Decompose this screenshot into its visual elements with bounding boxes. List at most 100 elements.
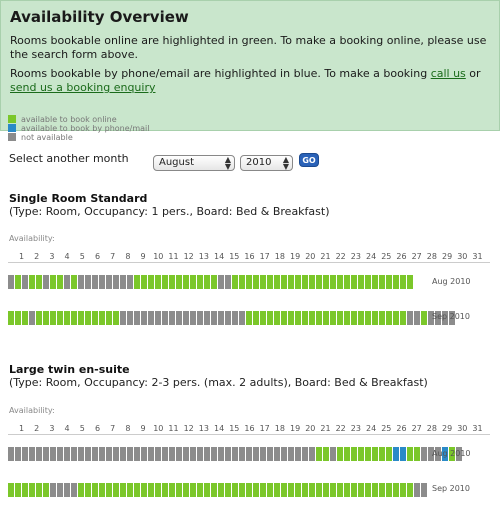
availability-cell[interactable] xyxy=(155,311,162,325)
availability-cell[interactable] xyxy=(288,311,295,325)
availability-cell[interactable] xyxy=(372,447,379,461)
availability-cell[interactable] xyxy=(232,275,239,289)
availability-cell[interactable] xyxy=(330,275,337,289)
availability-cell[interactable] xyxy=(162,483,169,497)
availability-cell[interactable] xyxy=(190,447,197,461)
availability-cell[interactable] xyxy=(57,483,64,497)
availability-cell[interactable] xyxy=(421,311,428,325)
availability-cell[interactable] xyxy=(358,483,365,497)
availability-cell[interactable] xyxy=(309,483,316,497)
availability-cell[interactable] xyxy=(246,483,253,497)
availability-cell[interactable] xyxy=(449,311,456,325)
availability-cell[interactable] xyxy=(134,447,141,461)
availability-cell[interactable] xyxy=(15,483,22,497)
availability-cell[interactable] xyxy=(197,311,204,325)
availability-cell[interactable] xyxy=(113,275,120,289)
availability-cell[interactable] xyxy=(148,311,155,325)
availability-cell[interactable] xyxy=(22,447,29,461)
availability-cell[interactable] xyxy=(358,447,365,461)
availability-cell[interactable] xyxy=(442,311,449,325)
availability-cell[interactable] xyxy=(169,447,176,461)
availability-cell[interactable] xyxy=(148,275,155,289)
availability-cell[interactable] xyxy=(288,275,295,289)
availability-cell[interactable] xyxy=(379,275,386,289)
year-select[interactable]: 2010 ▲ ▼ xyxy=(240,155,293,171)
availability-cell[interactable] xyxy=(169,483,176,497)
availability-cell[interactable] xyxy=(330,483,337,497)
availability-cell[interactable] xyxy=(239,275,246,289)
availability-cell[interactable] xyxy=(50,483,57,497)
availability-cell[interactable] xyxy=(36,275,43,289)
availability-cell[interactable] xyxy=(365,483,372,497)
availability-cell[interactable] xyxy=(295,275,302,289)
availability-cell[interactable] xyxy=(393,311,400,325)
availability-cell[interactable] xyxy=(435,311,442,325)
availability-cell[interactable] xyxy=(134,483,141,497)
availability-cell[interactable] xyxy=(78,447,85,461)
availability-cell[interactable] xyxy=(190,483,197,497)
availability-cell[interactable] xyxy=(148,483,155,497)
availability-cell[interactable] xyxy=(295,447,302,461)
availability-cell[interactable] xyxy=(372,311,379,325)
availability-cell[interactable] xyxy=(71,447,78,461)
availability-cell[interactable] xyxy=(351,275,358,289)
availability-cell[interactable] xyxy=(8,311,15,325)
availability-cell[interactable] xyxy=(379,447,386,461)
availability-cell[interactable] xyxy=(43,483,50,497)
availability-cell[interactable] xyxy=(386,447,393,461)
availability-cell[interactable] xyxy=(127,483,134,497)
availability-cell[interactable] xyxy=(127,311,134,325)
availability-cell[interactable] xyxy=(15,311,22,325)
availability-cell[interactable] xyxy=(141,483,148,497)
availability-cell[interactable] xyxy=(120,483,127,497)
availability-cell[interactable] xyxy=(358,311,365,325)
availability-cell[interactable] xyxy=(393,483,400,497)
availability-cell[interactable] xyxy=(50,311,57,325)
availability-cell[interactable] xyxy=(43,311,50,325)
availability-cell[interactable] xyxy=(64,311,71,325)
availability-cell[interactable] xyxy=(421,447,428,461)
availability-cell[interactable] xyxy=(8,483,15,497)
availability-cell[interactable] xyxy=(8,447,15,461)
availability-cell[interactable] xyxy=(211,447,218,461)
availability-cell[interactable] xyxy=(29,483,36,497)
availability-cell[interactable] xyxy=(302,483,309,497)
availability-cell[interactable] xyxy=(162,311,169,325)
availability-cell[interactable] xyxy=(85,311,92,325)
availability-cell[interactable] xyxy=(57,311,64,325)
availability-cell[interactable] xyxy=(22,275,29,289)
availability-cell[interactable] xyxy=(22,483,29,497)
availability-cell[interactable] xyxy=(92,275,99,289)
availability-cell[interactable] xyxy=(435,447,442,461)
availability-cell[interactable] xyxy=(29,311,36,325)
availability-cell[interactable] xyxy=(197,447,204,461)
availability-cell[interactable] xyxy=(22,311,29,325)
availability-cell[interactable] xyxy=(344,447,351,461)
availability-cell[interactable] xyxy=(225,447,232,461)
availability-cell[interactable] xyxy=(442,447,449,461)
availability-cell[interactable] xyxy=(281,311,288,325)
availability-cell[interactable] xyxy=(85,483,92,497)
go-button[interactable]: GO xyxy=(299,153,319,167)
availability-cell[interactable] xyxy=(365,447,372,461)
availability-cell[interactable] xyxy=(274,447,281,461)
availability-cell[interactable] xyxy=(253,275,260,289)
availability-cell[interactable] xyxy=(15,447,22,461)
availability-cell[interactable] xyxy=(253,447,260,461)
availability-cell[interactable] xyxy=(183,275,190,289)
availability-cell[interactable] xyxy=(29,275,36,289)
availability-cell[interactable] xyxy=(393,275,400,289)
availability-cell[interactable] xyxy=(428,311,435,325)
availability-cell[interactable] xyxy=(302,447,309,461)
availability-cell[interactable] xyxy=(379,483,386,497)
availability-cell[interactable] xyxy=(106,447,113,461)
booking-enquiry-link[interactable]: send us a booking enquiry xyxy=(10,81,156,94)
availability-cell[interactable] xyxy=(316,275,323,289)
availability-cell[interactable] xyxy=(281,275,288,289)
availability-cell[interactable] xyxy=(274,275,281,289)
availability-cell[interactable] xyxy=(407,311,414,325)
availability-cell[interactable] xyxy=(225,483,232,497)
availability-cell[interactable] xyxy=(176,447,183,461)
availability-cell[interactable] xyxy=(323,311,330,325)
availability-cell[interactable] xyxy=(99,447,106,461)
